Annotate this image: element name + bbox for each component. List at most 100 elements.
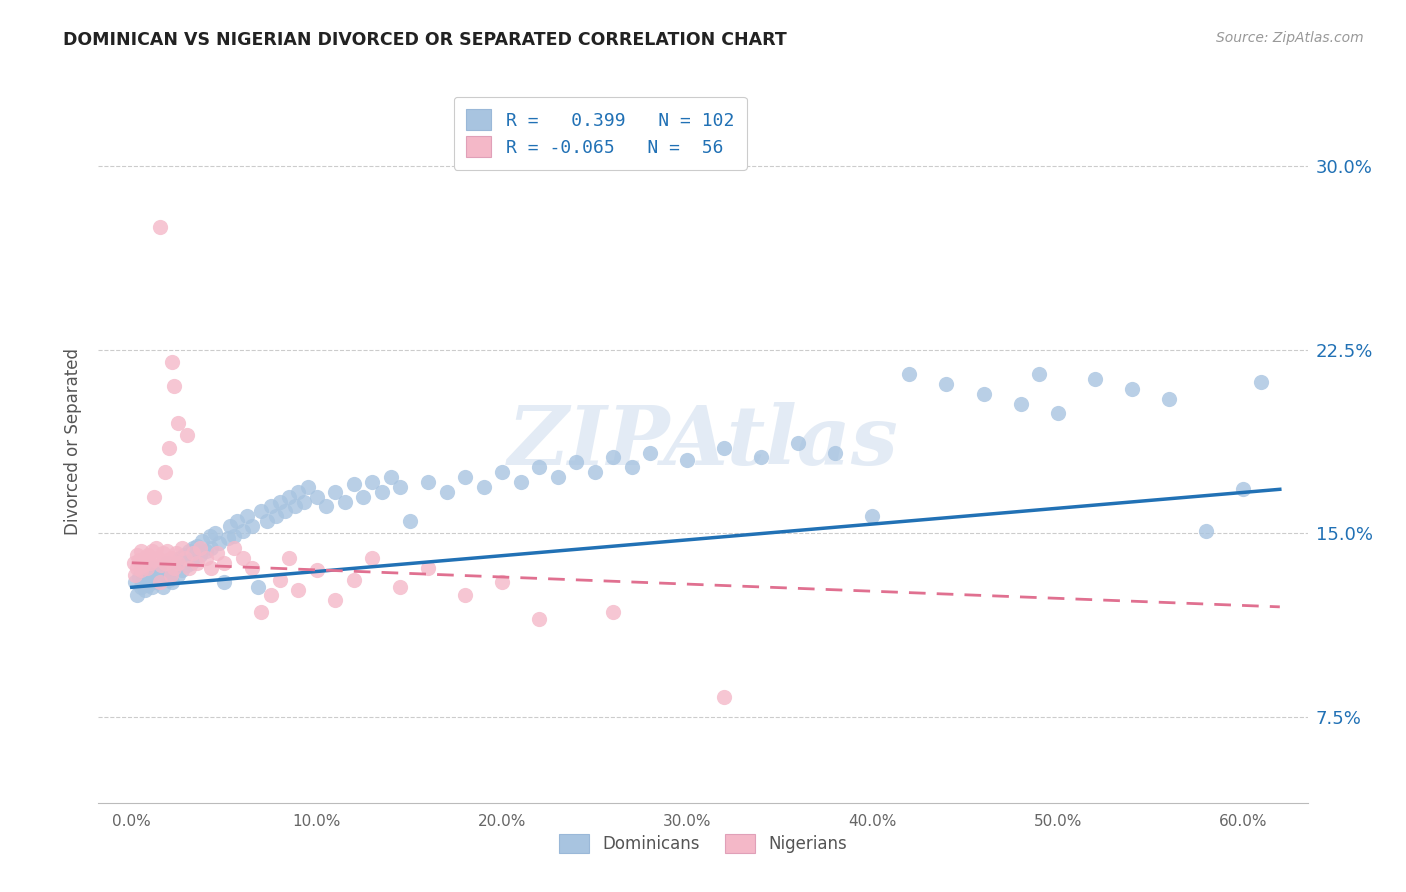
Point [246,580,269,594]
Point [145,541,167,555]
Point [287,484,309,499]
Point [141,543,163,558]
Point [205,546,228,560]
Point [264,509,287,524]
Point [416,475,439,489]
Point [186,539,208,553]
Point [167,568,190,582]
Point [898,367,921,381]
Point [148,570,170,584]
Point [547,470,569,484]
Point [472,480,495,494]
Point [491,575,513,590]
Point [143,553,166,567]
Point [343,477,366,491]
Point [274,504,297,518]
Point [124,568,146,582]
Point [176,558,198,573]
Y-axis label: Divorced or Separated: Divorced or Separated [65,348,83,535]
Point [256,514,278,528]
Point [217,531,239,545]
Point [287,582,309,597]
Point [1250,375,1272,389]
Point [163,558,186,573]
Point [235,509,257,524]
Point [129,543,152,558]
Point [1195,524,1218,538]
Point [167,416,190,430]
Point [129,580,152,594]
Point [292,494,315,508]
Point [352,490,374,504]
Point [214,556,236,570]
Point [169,550,191,565]
Point [174,550,197,565]
Point [167,556,190,570]
Point [278,490,301,504]
Point [250,605,273,619]
Point [240,560,263,574]
Point [176,428,198,442]
Point [824,445,846,459]
Point [162,355,184,369]
Point [127,588,149,602]
Point [1121,382,1143,396]
Point [1010,396,1032,410]
Point [226,514,249,528]
Point [157,441,180,455]
Point [157,553,180,567]
Point [749,450,772,465]
Point [145,575,167,590]
Point [454,588,477,602]
Point [454,470,477,484]
Point [165,546,187,560]
Point [163,379,186,393]
Point [436,484,458,499]
Point [156,543,179,558]
Point [156,556,179,570]
Point [361,475,384,489]
Point [1157,392,1180,406]
Point [305,563,328,577]
Point [194,550,217,565]
Point [139,556,162,570]
Point [127,549,149,563]
Point [188,541,211,555]
Point [638,445,661,459]
Text: Source: ZipAtlas.com: Source: ZipAtlas.com [1216,31,1364,45]
Point [148,220,170,235]
Point [181,541,204,555]
Point [973,386,995,401]
Point [240,519,263,533]
Point [162,550,184,565]
Point [138,549,160,563]
Point [509,475,531,489]
Point [284,500,307,514]
Point [153,465,176,479]
Point [170,541,193,555]
Text: ZIPAtlas: ZIPAtlas [508,401,898,482]
Point [129,563,152,577]
Point [180,556,202,570]
Point [343,573,366,587]
Point [214,575,236,590]
Point [181,546,204,560]
Point [676,453,699,467]
Point [278,550,301,565]
Point [146,550,169,565]
Point [1028,367,1050,381]
Point [222,541,245,555]
Point [146,560,169,574]
Point [127,560,149,574]
Point [173,549,195,563]
Point [124,575,146,590]
Point [141,580,163,594]
Point [135,568,157,582]
Point [152,580,174,594]
Text: DOMINICAN VS NIGERIAN DIVORCED OR SEPARATED CORRELATION CHART: DOMINICAN VS NIGERIAN DIVORCED OR SEPARA… [63,31,787,49]
Point [232,550,254,565]
Point [380,470,402,484]
Point [602,450,624,465]
Point [179,560,201,574]
Point [204,526,226,541]
